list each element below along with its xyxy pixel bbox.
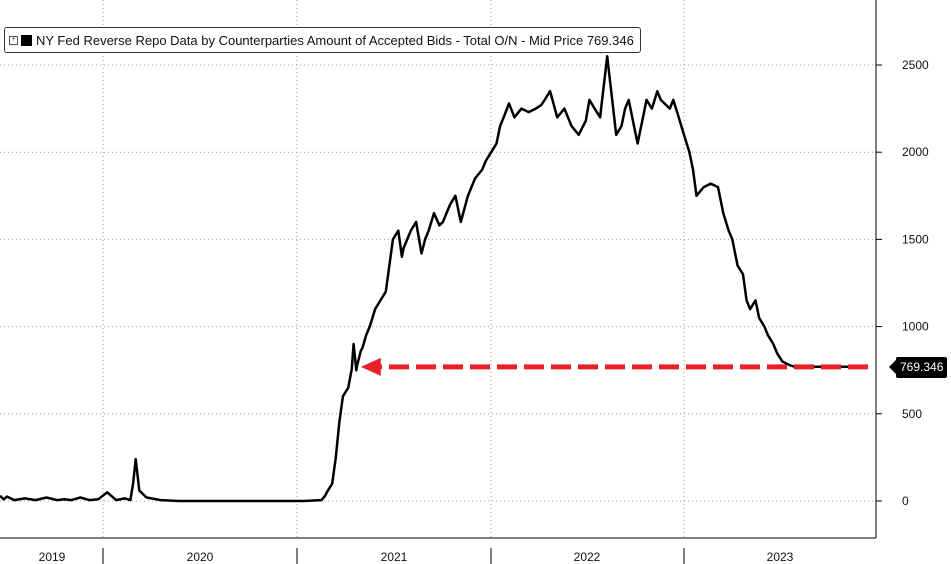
- x-tick-label: 2020: [187, 550, 214, 564]
- legend[interactable]: + NY Fed Reverse Repo Data by Counterpar…: [4, 27, 641, 53]
- y-tick-label: 500: [902, 407, 922, 421]
- plus-box-icon[interactable]: +: [9, 35, 18, 45]
- last-price-tag: 769.346: [888, 357, 948, 378]
- y-tick-label: 2500: [902, 58, 929, 72]
- arrow-annotation: [360, 357, 868, 376]
- x-tick-label: 2022: [574, 550, 601, 564]
- arrow-head: [360, 357, 381, 376]
- series-layer: [0, 55, 868, 503]
- y-tick-label: 1000: [902, 320, 929, 334]
- y-axis: 0 500 1000 1500 2000 2500: [875, 0, 929, 538]
- y-tick-label: 1500: [902, 232, 929, 246]
- x-axis: 2019 2020 2021 2022 2023: [0, 537, 876, 564]
- y-tick-label: 2000: [902, 145, 929, 159]
- x-tick-label: 2019: [39, 550, 66, 564]
- legend-label: NY Fed Reverse Repo Data by Counterparti…: [36, 32, 634, 48]
- grid-lines: [0, 0, 875, 538]
- x-tick-label: 2023: [767, 550, 794, 564]
- y-tick-label: 0: [902, 494, 909, 508]
- series-line: [0, 55, 868, 503]
- x-tick-label: 2021: [381, 550, 408, 564]
- legend-swatch: [21, 34, 32, 46]
